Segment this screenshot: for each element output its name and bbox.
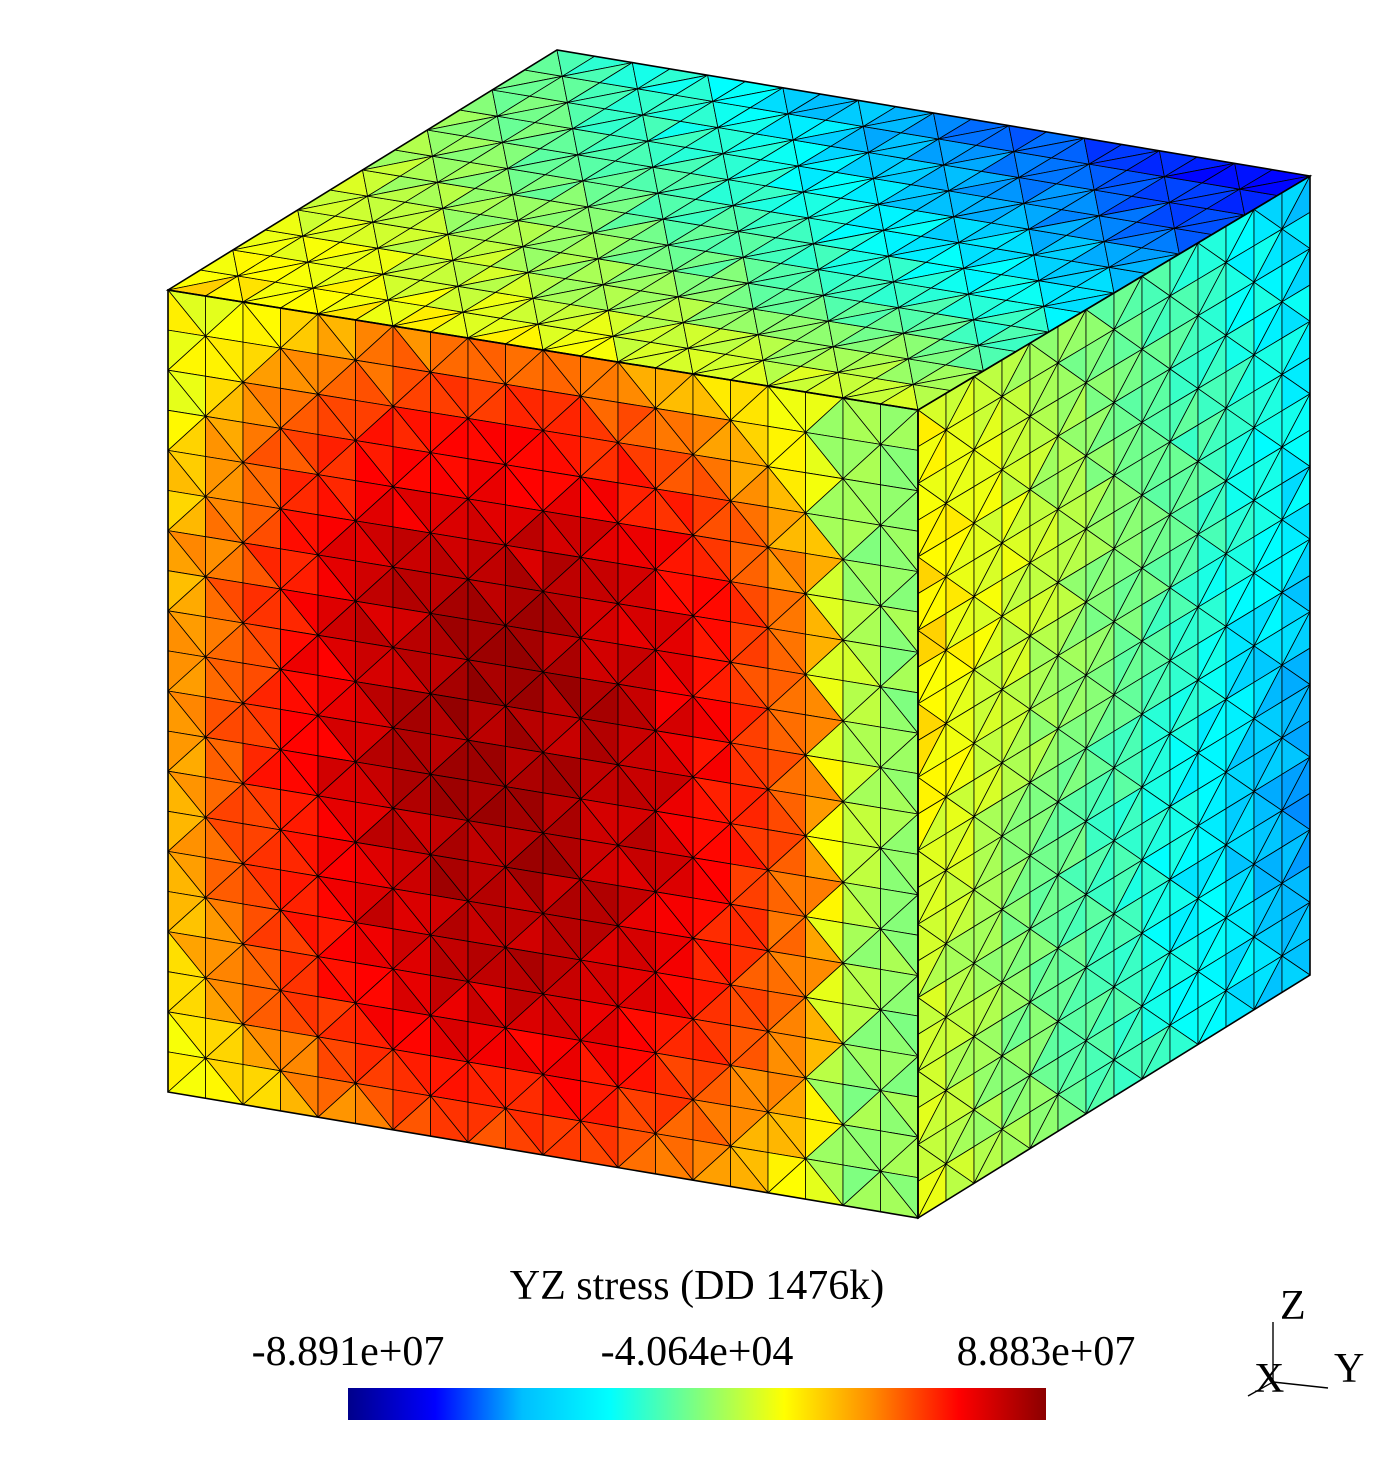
legend-colorbar — [348, 1388, 1046, 1420]
triad-x-axis — [1247, 1381, 1274, 1397]
legend-title: YZ stress (DD 1476k) — [509, 1263, 885, 1309]
x-axis-label: X — [1254, 1356, 1285, 1402]
triad-y-axis — [1272, 1381, 1329, 1389]
cube-outline — [165, 49, 1313, 1220]
cube-front-face — [168, 290, 918, 1218]
legend-mid-label: -4.064e+04 — [600, 1329, 794, 1375]
legend-max-label: 8.883e+07 — [956, 1329, 1136, 1375]
cube-top-face — [168, 50, 1310, 410]
y-axis-label: Y — [1334, 1346, 1365, 1392]
orientation-triad — [1247, 1322, 1329, 1397]
legend-min-label: -8.891e+07 — [251, 1329, 445, 1375]
z-axis-label: Z — [1280, 1283, 1306, 1329]
